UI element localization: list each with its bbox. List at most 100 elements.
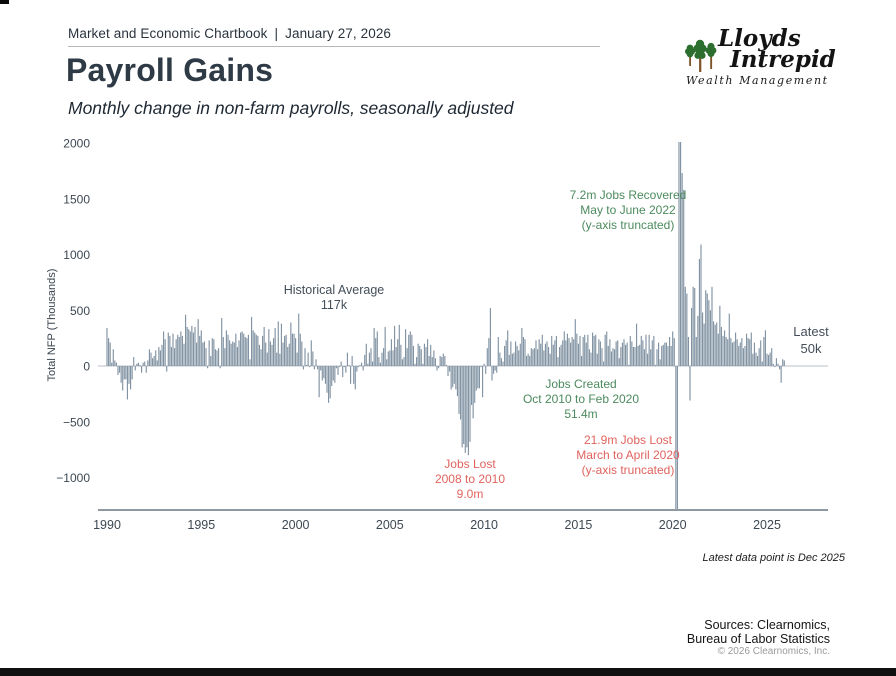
- header-rule: [68, 46, 600, 47]
- nfp-bar: [565, 340, 567, 366]
- nfp-bar: [747, 338, 749, 367]
- nfp-bar: [210, 355, 212, 366]
- nfp-bar: [526, 355, 528, 366]
- nfp-bar: [559, 347, 561, 366]
- nfp-bar: [636, 323, 638, 366]
- nfp-bar: [560, 344, 562, 366]
- nfp-bar: [331, 366, 333, 387]
- nfp-bar: [730, 338, 732, 367]
- nfp-bar: [357, 366, 359, 368]
- nfp-bar: [345, 366, 347, 373]
- nfp-bar: [142, 362, 144, 366]
- nfp-bar: [106, 328, 108, 366]
- nfp-bar: [147, 360, 149, 366]
- nfp-bar: [582, 337, 584, 366]
- nfp-bar: [664, 342, 666, 366]
- nfp-bar: [764, 330, 766, 366]
- y-tick-n500: −500: [63, 415, 90, 429]
- nfp-bar: [164, 339, 166, 366]
- nfp-bar: [532, 349, 534, 366]
- nfp-bar: [398, 324, 400, 366]
- nfp-bar: [496, 366, 498, 373]
- corner-mark: [0, 0, 9, 4]
- y-tick-2000: 2000: [63, 137, 90, 151]
- nfp-bar: [489, 308, 491, 366]
- nfp-bar: [483, 363, 485, 366]
- nfp-bar: [500, 358, 502, 366]
- nfp-bar: [200, 330, 202, 366]
- header-date: January 27, 2026: [285, 26, 392, 41]
- nfp-bar: [172, 333, 174, 366]
- nfp-bar: [716, 322, 718, 366]
- nfp-bar: [313, 366, 315, 370]
- nfp-bar: [350, 366, 352, 384]
- nfp-bar: [128, 366, 130, 384]
- nfp-bar: [469, 366, 471, 442]
- nfp-bar: [207, 366, 209, 369]
- nfp-bar: [590, 352, 592, 366]
- nfp-bar: [328, 366, 330, 403]
- nfp-bar: [694, 287, 696, 366]
- nfp-bar: [513, 352, 515, 366]
- nfp-bar: [225, 330, 227, 366]
- nfp-bar: [161, 344, 163, 366]
- nfp-bar: [678, 142, 680, 366]
- nfp-bar: [519, 343, 521, 366]
- nfp-bar: [719, 305, 721, 366]
- nfp-bar: [312, 351, 314, 366]
- nfp-bar: [279, 353, 281, 366]
- nfp-bar: [403, 357, 405, 366]
- nfp-bar: [196, 342, 198, 366]
- nfp-bar: [493, 366, 495, 374]
- nfp-bar: [150, 352, 152, 366]
- x-tick-1990: 1990: [93, 518, 121, 532]
- nfp-bar: [315, 359, 317, 366]
- logo-tagline: Wealth Management: [686, 74, 829, 87]
- nfp-bar: [163, 331, 165, 366]
- nfp-bar: [229, 340, 231, 366]
- nfp-bar: [185, 314, 187, 366]
- nfp-bar: [304, 348, 306, 366]
- annotation-historical-average: Historical Average 117k: [283, 283, 385, 312]
- nfp-bar: [376, 331, 378, 366]
- nfp-bar: [334, 366, 336, 383]
- nfp-bar: [205, 348, 207, 366]
- nfp-bar: [166, 366, 168, 372]
- nfp-bar: [471, 366, 473, 406]
- nfp-bar: [277, 321, 279, 366]
- nfp-bar: [643, 349, 645, 366]
- nfp-bar: [419, 345, 421, 366]
- nfp-bar: [389, 350, 391, 366]
- nfp-bar: [672, 331, 674, 366]
- nfp-bar: [588, 349, 590, 366]
- nfp-bar: [623, 339, 625, 366]
- nfp-bar: [705, 290, 707, 366]
- nfp-bar: [625, 344, 627, 366]
- nfp-bar: [208, 340, 210, 366]
- nfp-bar: [295, 338, 297, 367]
- nfp-bar: [563, 331, 565, 366]
- nfp-bar: [159, 350, 161, 366]
- nfp-bar: [177, 334, 179, 366]
- nfp-bar: [375, 338, 377, 367]
- nfp-bar: [665, 342, 667, 366]
- nfp-bar: [621, 342, 623, 366]
- nfp-bar: [654, 364, 656, 366]
- nfp-bar: [405, 329, 407, 366]
- x-tick-2025: 2025: [753, 518, 781, 532]
- bottom-bar: [0, 668, 896, 676]
- nfp-bar: [126, 366, 128, 400]
- nfp-bar: [757, 355, 759, 366]
- nfp-bar: [299, 333, 301, 366]
- nfp-bar: [364, 354, 366, 366]
- nfp-bar: [222, 337, 224, 366]
- nfp-bar: [282, 342, 284, 366]
- nfp-bar: [771, 348, 773, 366]
- nfp-bar: [136, 363, 138, 366]
- nfp-bar: [598, 339, 600, 366]
- logo-name-line1: Lloyds: [718, 25, 801, 52]
- nfp-bar: [669, 337, 671, 366]
- nfp-bar: [676, 366, 678, 510]
- nfp-bar: [232, 341, 234, 366]
- nfp-bar: [538, 339, 540, 366]
